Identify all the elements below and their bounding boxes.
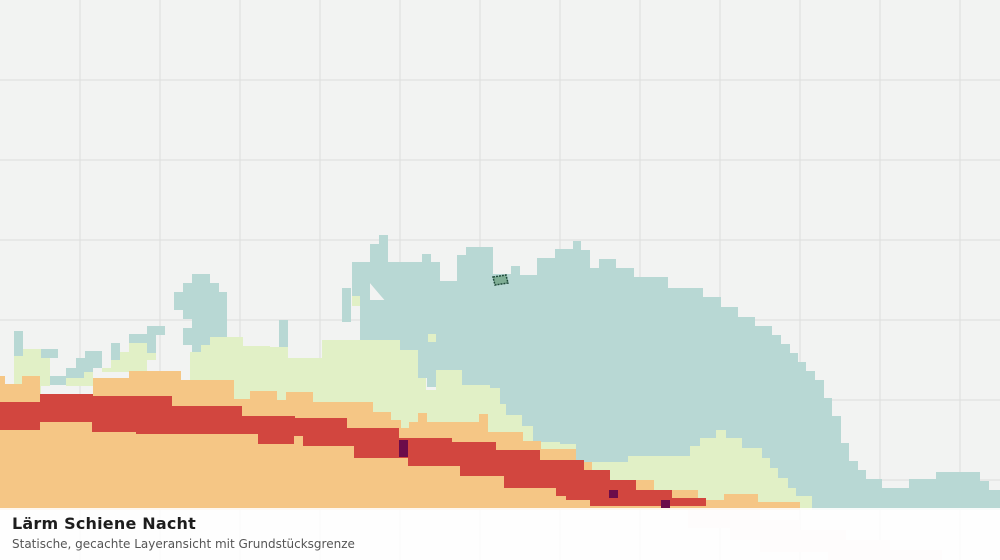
noise-zone-highest — [399, 440, 670, 508]
map-title: Lärm Schiene Nacht — [12, 514, 196, 533]
map-caption: Lärm Schiene Nacht Statische, gecachte L… — [0, 508, 1000, 560]
noise-zone-red — [0, 394, 706, 506]
map-subtitle: Statische, gecachte Layeransicht mit Gru… — [12, 537, 355, 551]
noise-zone-orange-south — [0, 422, 590, 510]
parcel-boundary[interactable] — [492, 274, 509, 286]
noise-zone-low — [14, 235, 1000, 510]
